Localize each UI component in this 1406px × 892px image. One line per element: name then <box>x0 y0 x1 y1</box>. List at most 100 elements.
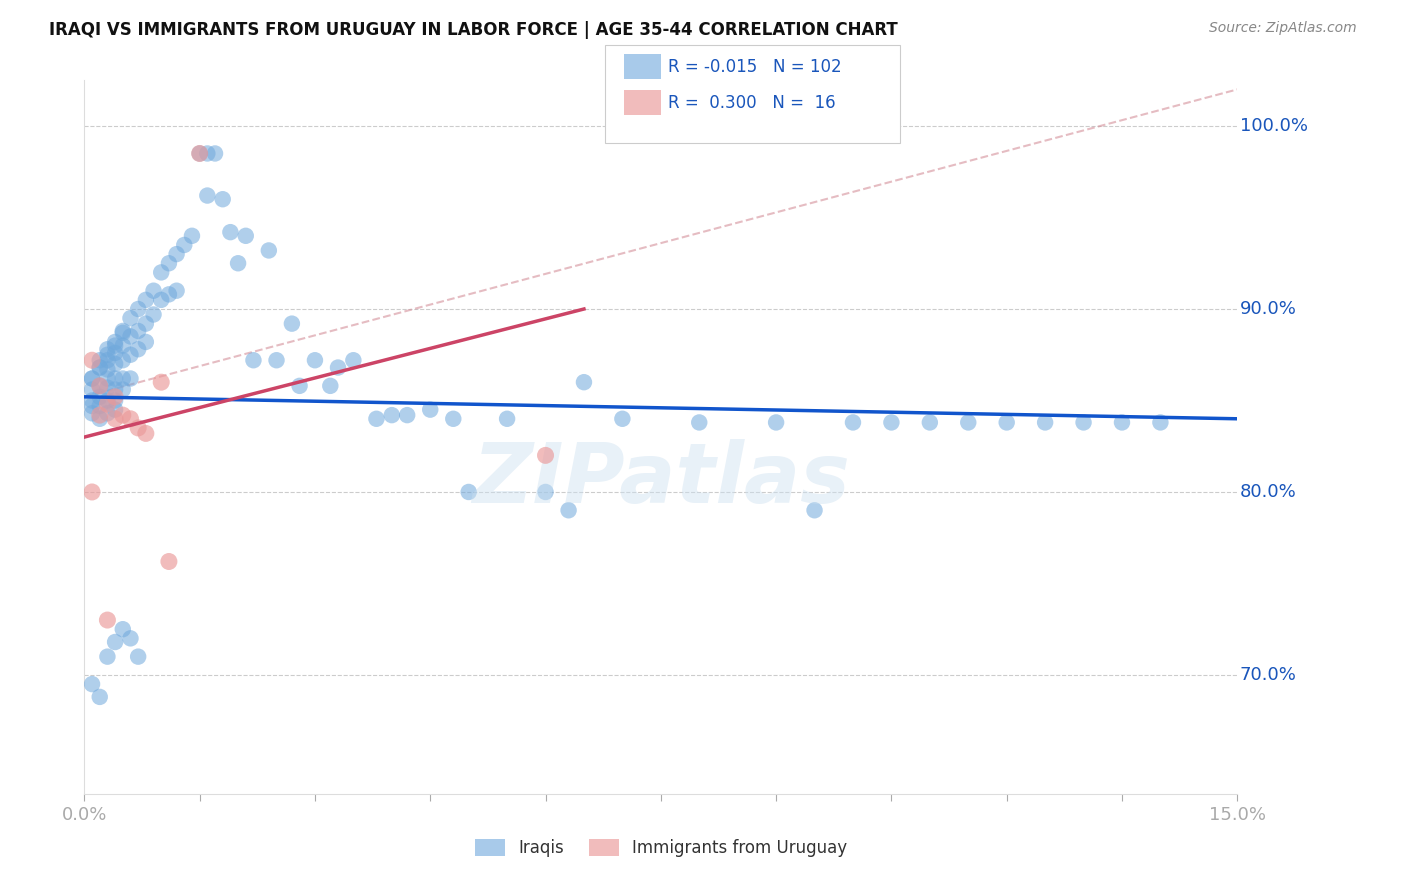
Point <box>150 293 173 307</box>
Text: R =  0.300   N =  16: R = 0.300 N = 16 <box>668 94 835 112</box>
Point <box>89 360 111 375</box>
Point <box>80 383 103 397</box>
Point <box>120 329 142 343</box>
Point <box>89 690 111 704</box>
Point <box>104 402 127 417</box>
Point <box>120 311 142 326</box>
Point <box>111 383 134 397</box>
Point <box>150 265 173 279</box>
Point <box>173 238 195 252</box>
Point <box>104 357 127 371</box>
Point <box>842 416 865 430</box>
Point <box>157 554 180 568</box>
Point <box>96 406 118 420</box>
Point <box>1149 416 1171 430</box>
Point <box>366 411 388 425</box>
Point <box>995 416 1018 430</box>
Text: ZIPatlas: ZIPatlas <box>472 440 849 520</box>
Point <box>135 426 157 441</box>
Point <box>127 421 149 435</box>
Text: Source: ZipAtlas.com: Source: ZipAtlas.com <box>1209 21 1357 36</box>
Point <box>104 346 127 360</box>
Point <box>288 379 311 393</box>
Point <box>457 485 479 500</box>
Point <box>120 371 142 385</box>
Point <box>89 360 111 375</box>
Point <box>111 353 134 368</box>
Point <box>226 256 249 270</box>
Point <box>204 146 226 161</box>
Point <box>918 416 941 430</box>
Point <box>111 338 134 352</box>
Point <box>111 326 134 340</box>
Point <box>127 343 149 357</box>
Point <box>96 353 118 368</box>
Point <box>496 411 519 425</box>
Point <box>96 393 118 408</box>
Point <box>80 371 103 385</box>
Point <box>534 449 557 463</box>
Point <box>211 192 233 206</box>
Point <box>120 632 142 646</box>
Point <box>120 411 142 425</box>
Point <box>96 362 118 376</box>
Point <box>96 381 118 395</box>
Point <box>181 228 204 243</box>
Point <box>803 503 825 517</box>
Text: 70.0%: 70.0% <box>1240 666 1296 684</box>
Point <box>104 635 127 649</box>
Point <box>319 379 342 393</box>
Point <box>342 353 364 368</box>
Point <box>96 371 118 385</box>
Point <box>104 411 127 425</box>
Point <box>80 406 103 420</box>
Text: 90.0%: 90.0% <box>1240 300 1296 318</box>
Point <box>188 146 211 161</box>
Point <box>96 649 118 664</box>
Point <box>396 408 419 422</box>
Point <box>957 416 980 430</box>
Point <box>1111 416 1133 430</box>
Point <box>765 416 787 430</box>
Point <box>135 293 157 307</box>
Text: 80.0%: 80.0% <box>1240 483 1296 501</box>
Point <box>157 256 180 270</box>
Text: 100.0%: 100.0% <box>1240 117 1308 135</box>
Point <box>1033 416 1056 430</box>
Point <box>104 393 127 408</box>
Point <box>1073 416 1095 430</box>
Point <box>104 371 127 385</box>
Point <box>111 371 134 385</box>
Point <box>142 284 165 298</box>
Point <box>235 228 257 243</box>
Point <box>89 353 111 368</box>
Point <box>104 390 127 404</box>
Point <box>142 308 165 322</box>
Point <box>120 348 142 362</box>
Point <box>111 408 134 422</box>
Point <box>381 408 404 422</box>
Text: R = -0.015   N = 102: R = -0.015 N = 102 <box>668 58 841 76</box>
Point <box>80 393 103 408</box>
Point <box>441 411 464 425</box>
Point <box>534 485 557 500</box>
Point <box>242 353 264 368</box>
Point <box>96 397 118 411</box>
Point <box>135 317 157 331</box>
Legend: Iraqis, Immigrants from Uruguay: Iraqis, Immigrants from Uruguay <box>468 832 853 864</box>
Point <box>80 485 103 500</box>
Text: IRAQI VS IMMIGRANTS FROM URUGUAY IN LABOR FORCE | AGE 35-44 CORRELATION CHART: IRAQI VS IMMIGRANTS FROM URUGUAY IN LABO… <box>49 21 898 39</box>
Point <box>89 379 111 393</box>
Point <box>257 244 280 258</box>
Point <box>304 353 326 368</box>
Point <box>89 399 111 413</box>
Point <box>195 146 218 161</box>
Point <box>80 371 103 385</box>
Point <box>111 622 134 636</box>
Point <box>557 503 579 517</box>
Point <box>104 338 127 352</box>
Point <box>157 287 180 301</box>
Point <box>89 390 111 404</box>
Point <box>166 247 188 261</box>
Point <box>80 353 103 368</box>
